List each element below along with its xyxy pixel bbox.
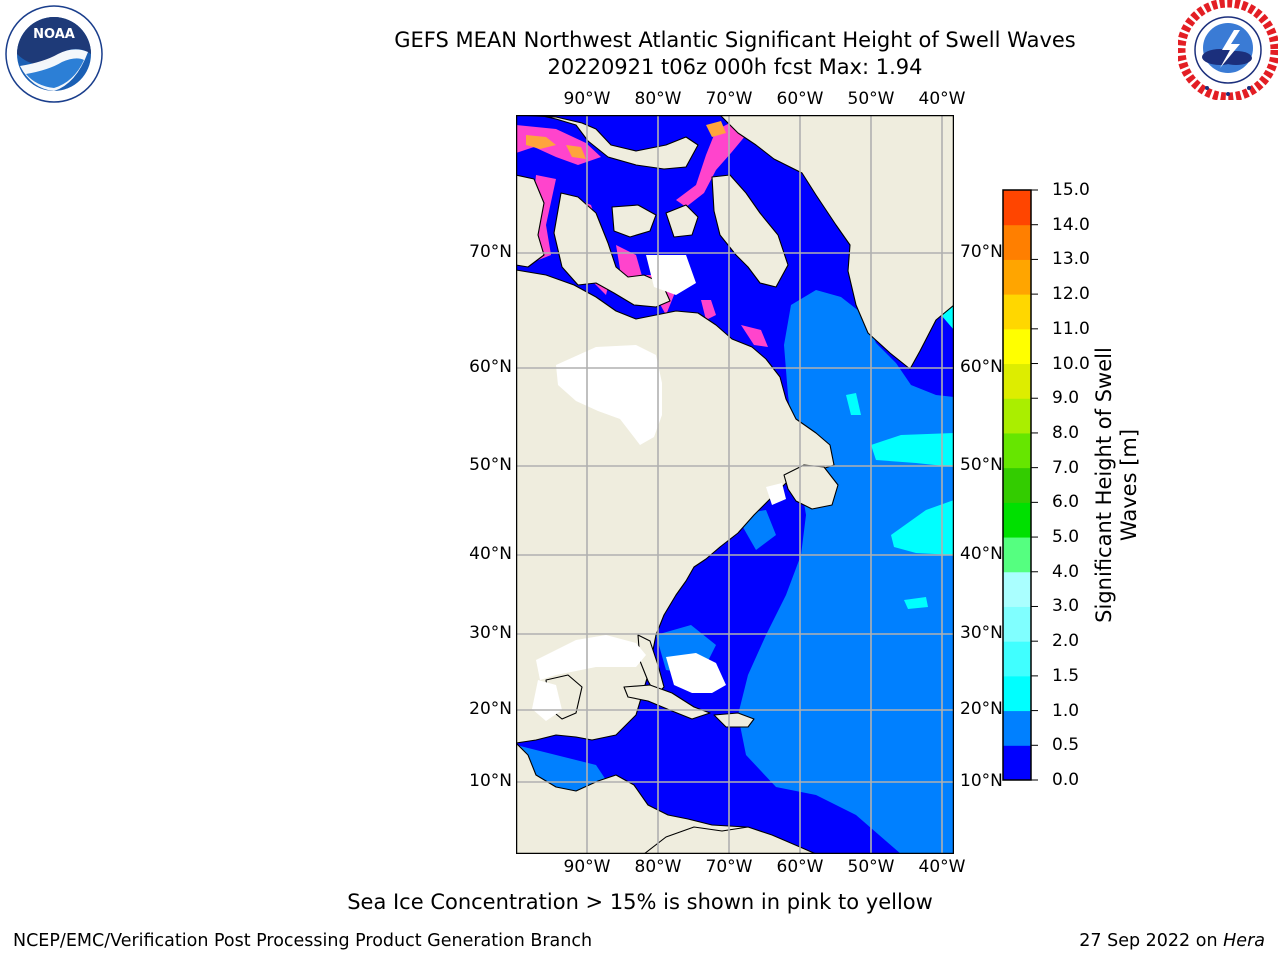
- lon-label-top-70w: 70°W: [705, 89, 753, 109]
- colorbar-tick-label: 6.0: [1052, 492, 1080, 513]
- colorbar-swatch: [1003, 745, 1031, 781]
- lon-label-top-80w: 80°W: [634, 89, 682, 109]
- colorbar-tick-label: 11.0: [1052, 318, 1090, 339]
- lat-label-right-20n: 20°N: [960, 699, 1003, 719]
- lon-label-bottom-90w: 90°W: [563, 857, 611, 877]
- lon-label-top-90w: 90°W: [563, 89, 611, 109]
- colorbar-swatch: [1003, 710, 1031, 746]
- colorbar-swatch: [1003, 675, 1031, 712]
- colorbar: [1002, 189, 1038, 781]
- colorbar-tick-label: 9.0: [1052, 388, 1080, 409]
- lon-label-bottom-80w: 80°W: [634, 857, 682, 877]
- credit-branch: NCEP/EMC/Verification Post Processing Pr…: [13, 931, 593, 951]
- credit-date-text: 27 Sep 2022 on: [1079, 931, 1218, 951]
- credit-machine: Hera: [1223, 931, 1265, 951]
- chart-title: GEFS MEAN Northwest Atlantic Significant…: [394, 28, 1076, 52]
- credit-date: 27 Sep 2022 on Hera: [1079, 931, 1265, 951]
- lat-label-left-10n: 10°N: [469, 771, 512, 791]
- colorbar-tick-label: 4.0: [1052, 561, 1080, 582]
- lat-label-left-40n: 40°N: [469, 544, 512, 564]
- lat-label-left-20n: 20°N: [469, 699, 512, 719]
- lat-label-left-50n: 50°N: [469, 455, 512, 475]
- colorbar-swatch: [1003, 363, 1031, 399]
- colorbar-tick-label: 10.0: [1052, 353, 1090, 374]
- colorbar-tick-label: 1.5: [1052, 665, 1080, 686]
- lat-label-right-40n: 40°N: [960, 544, 1003, 564]
- colorbar-swatch: [1003, 641, 1031, 677]
- colorbar-frame: [1002, 189, 1032, 781]
- lat-label-left-60n: 60°N: [469, 357, 512, 377]
- colorbar-swatch: [1003, 224, 1031, 260]
- colorbar-tick-label: 2.0: [1052, 631, 1080, 652]
- colorbar-tick-label: 3.0: [1052, 596, 1080, 617]
- lon-label-bottom-70w: 70°W: [705, 857, 753, 877]
- lon-label-bottom-60w: 60°W: [776, 857, 824, 877]
- colorbar-swatch: [1003, 502, 1031, 538]
- lon-label-top-40w: 40°W: [918, 89, 966, 109]
- chart-subtitle: 20220921 t06z 000h fcst Max: 1.94: [547, 55, 923, 79]
- colorbar-tick-label: 13.0: [1052, 249, 1090, 270]
- lat-label-left-70n: 70°N: [469, 242, 512, 262]
- noaa-logo-text: NOAA: [33, 27, 75, 42]
- lat-label-right-10n: 10°N: [960, 771, 1003, 791]
- map-frame: [516, 115, 954, 854]
- graticule: [516, 115, 954, 854]
- lon-label-bottom-50w: 50°W: [847, 857, 895, 877]
- colorbar-swatch: [1003, 398, 1031, 434]
- colorbar-swatch: [1003, 259, 1031, 295]
- colorbar-tick-label: 0.5: [1052, 735, 1080, 756]
- colorbar-tick-label: 1.0: [1052, 700, 1080, 721]
- swell-height-map: [516, 115, 954, 854]
- colorbar-swatch: [1003, 328, 1031, 365]
- lon-label-top-50w: 50°W: [847, 89, 895, 109]
- colorbar-label: Significant Height of Swell Waves [m]: [1092, 347, 1141, 623]
- lat-label-right-60n: 60°N: [960, 357, 1003, 377]
- lat-label-right-70n: 70°N: [960, 242, 1003, 262]
- colorbar-tick-label: 5.0: [1052, 527, 1080, 548]
- lon-label-bottom-40w: 40°W: [918, 857, 966, 877]
- colorbar-tick-label: 0.0: [1052, 770, 1080, 790]
- colorbar-swatch: [1003, 432, 1031, 469]
- colorbar-swatch: [1003, 190, 1031, 226]
- colorbar-swatch: [1003, 606, 1031, 642]
- colorbar-swatch: [1003, 571, 1031, 607]
- lat-label-right-50n: 50°N: [960, 455, 1003, 475]
- swell-field-1.0-1.5: [624, 300, 954, 812]
- colorbar-swatch: [1003, 537, 1031, 573]
- lon-label-top-60w: 60°W: [776, 89, 824, 109]
- nws-logo: [1178, 0, 1278, 100]
- colorbar-swatch: [1003, 294, 1031, 330]
- no-data-regions: [532, 255, 786, 721]
- noaa-logo: NOAA: [5, 5, 103, 103]
- colorbar-tick-label: 7.0: [1052, 457, 1080, 478]
- colorbar-tick-label: 14.0: [1052, 214, 1090, 235]
- colorbar-tick-label: 8.0: [1052, 422, 1080, 443]
- colorbar-swatch: [1003, 467, 1031, 503]
- colorbar-tick-label: 12.0: [1052, 284, 1090, 305]
- lat-label-left-30n: 30°N: [469, 623, 512, 643]
- lat-label-right-30n: 30°N: [960, 623, 1003, 643]
- colorbar-tick-label: 15.0: [1052, 180, 1090, 200]
- sea-ice-note: Sea Ice Concentration > 15% is shown in …: [347, 890, 933, 914]
